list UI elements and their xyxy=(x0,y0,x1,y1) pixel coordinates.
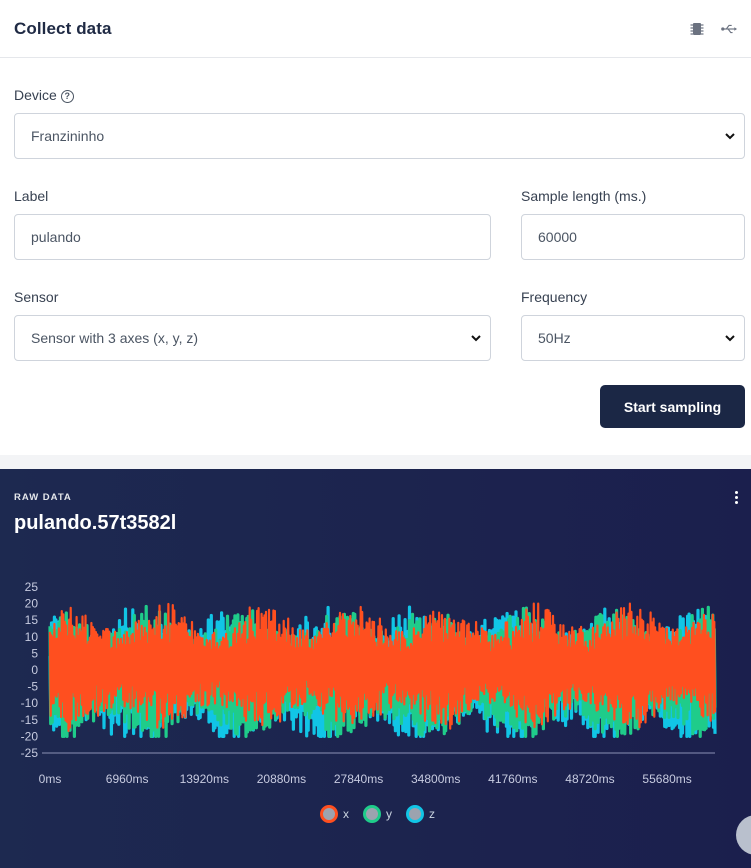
usb-icon[interactable] xyxy=(721,21,737,37)
page-header: Collect data xyxy=(0,0,751,58)
sample-length-label: Sample length (ms.) xyxy=(521,188,647,204)
device-select[interactable]: Franzininho xyxy=(14,113,745,159)
legend-item-y[interactable]: y xyxy=(363,805,392,823)
y-tick-label: 25 xyxy=(25,580,39,594)
help-icon[interactable]: ? xyxy=(60,89,74,103)
sample-length-value: 60000 xyxy=(538,229,577,245)
floating-action-button[interactable] xyxy=(736,815,751,855)
chip-icon[interactable] xyxy=(689,21,705,37)
y-tick-label: 10 xyxy=(25,630,39,644)
device-value: Franzininho xyxy=(31,128,105,144)
y-tick-label: -20 xyxy=(21,729,39,743)
more-options-icon[interactable] xyxy=(735,491,739,505)
x-tick-label: 27840ms xyxy=(334,772,383,786)
device-label: Device? xyxy=(14,87,74,103)
x-tick-label: 55680ms xyxy=(642,772,691,786)
y-tick-label: -25 xyxy=(21,746,39,760)
series-x-line xyxy=(48,602,717,732)
frequency-label: Frequency xyxy=(521,289,588,305)
label-input[interactable]: pulando xyxy=(14,214,491,260)
x-tick-label: 6960ms xyxy=(106,772,149,786)
sensor-select[interactable]: Sensor with 3 axes (x, y, z) xyxy=(14,315,491,361)
x-tick-label: 48720ms xyxy=(565,772,614,786)
x-tick-label: 13920ms xyxy=(180,772,229,786)
start-sampling-button[interactable]: Start sampling xyxy=(600,385,745,428)
y-tick-label: 5 xyxy=(31,646,38,660)
y-tick-label: 0 xyxy=(31,663,38,677)
x-tick-label: 34800ms xyxy=(411,772,460,786)
legend-item-x[interactable]: x xyxy=(320,805,349,823)
y-tick-label: -10 xyxy=(21,696,39,710)
frequency-value: 50Hz xyxy=(538,330,571,346)
chevron-down-icon xyxy=(471,335,481,342)
collect-form: Device? Franzininho Label pulando Sample… xyxy=(0,58,751,455)
label-label: Label xyxy=(14,188,49,204)
label-value: pulando xyxy=(31,229,81,245)
chart-legend: x y z xyxy=(320,805,435,823)
page-title: Collect data xyxy=(14,18,112,38)
raw-data-panel: RAW DATA pulando.57t3582l 25 20 15 10 5 0 -5 -1… xyxy=(0,469,751,868)
x-tick-label: 20880ms xyxy=(257,772,306,786)
raw-data-tag: RAW DATA xyxy=(14,492,72,503)
legend-marker-y xyxy=(363,805,381,823)
sample-title: pulando.57t3582l xyxy=(14,512,177,534)
x-tick-label: 0ms xyxy=(39,772,62,786)
sensor-label: Sensor xyxy=(14,289,59,305)
frequency-select[interactable]: 50Hz xyxy=(521,315,745,361)
chevron-down-icon xyxy=(725,335,735,342)
x-tick-label: 41760ms xyxy=(488,772,537,786)
y-tick-label: 15 xyxy=(25,613,39,627)
y-tick-label: -15 xyxy=(21,713,39,727)
chevron-down-icon xyxy=(725,133,735,140)
y-tick-label: 20 xyxy=(25,597,39,611)
legend-item-z[interactable]: z xyxy=(406,805,435,823)
legend-marker-x xyxy=(320,805,338,823)
sensor-value: Sensor with 3 axes (x, y, z) xyxy=(31,330,199,346)
legend-marker-z xyxy=(406,805,424,823)
section-divider xyxy=(0,455,751,469)
y-tick-label: -5 xyxy=(27,680,38,694)
sample-length-input[interactable]: 60000 xyxy=(521,214,745,260)
